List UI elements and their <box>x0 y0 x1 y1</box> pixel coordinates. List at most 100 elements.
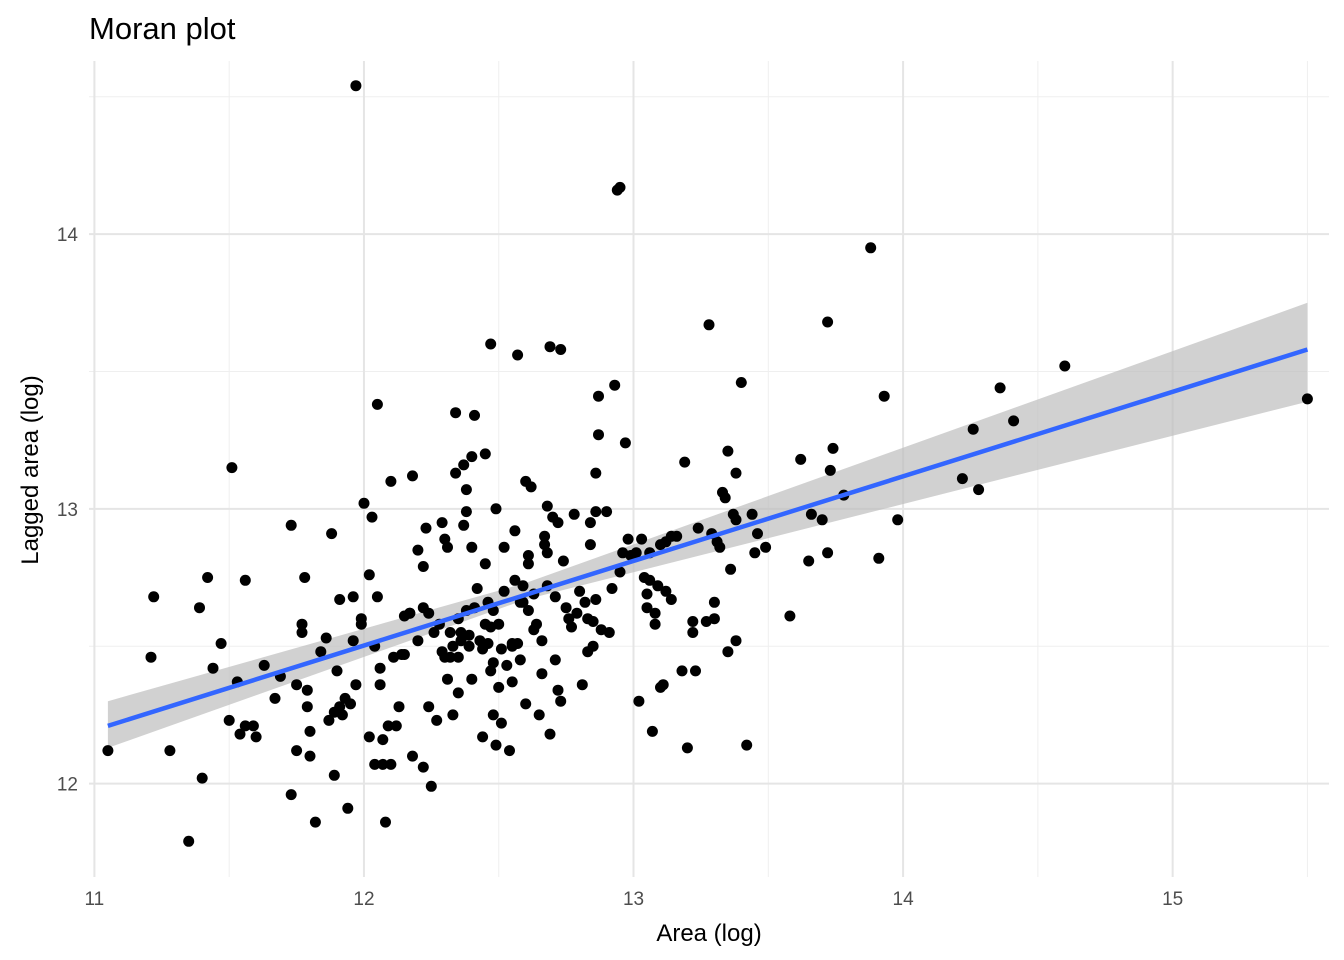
data-point <box>679 456 691 468</box>
data-point <box>784 610 796 622</box>
data-point <box>574 585 586 597</box>
data-point <box>522 550 534 561</box>
data-point <box>560 602 572 614</box>
data-point <box>296 627 308 638</box>
data-point <box>342 802 354 814</box>
data-point <box>557 555 569 567</box>
data-point <box>665 594 677 605</box>
data-point <box>636 533 648 545</box>
data-point <box>676 665 688 677</box>
data-point <box>469 409 480 421</box>
data-point <box>393 701 405 713</box>
data-point <box>380 816 391 828</box>
data-point <box>390 720 402 732</box>
data-point <box>442 541 453 553</box>
data-point <box>196 772 208 784</box>
data-point <box>331 665 343 677</box>
data-point <box>350 80 362 92</box>
data-point <box>827 442 839 454</box>
data-point <box>369 758 381 770</box>
data-point <box>425 780 437 792</box>
data-point <box>382 720 394 732</box>
x-tick-label: 15 <box>1162 889 1183 910</box>
data-point <box>584 539 596 551</box>
data-point <box>752 528 763 540</box>
data-point <box>291 745 303 757</box>
data-point <box>973 484 985 496</box>
data-point <box>490 739 502 751</box>
data-point <box>522 558 534 570</box>
x-tick-label: 11 <box>85 889 105 910</box>
data-point <box>649 618 661 630</box>
data-point <box>1301 393 1313 405</box>
data-point <box>358 497 370 509</box>
data-point <box>466 451 478 463</box>
data-point <box>412 544 424 556</box>
data-point <box>498 585 510 597</box>
data-point <box>539 530 551 542</box>
data-point <box>590 506 602 518</box>
data-point <box>824 464 836 476</box>
data-point <box>760 541 772 553</box>
data-point <box>447 709 459 721</box>
data-point <box>730 514 742 526</box>
data-point <box>285 789 297 801</box>
data-point <box>285 519 297 531</box>
data-point <box>444 651 456 663</box>
data-point <box>412 635 424 647</box>
data-point <box>336 709 348 721</box>
data-point <box>299 572 311 583</box>
data-point <box>956 473 968 485</box>
data-point <box>587 640 599 652</box>
data-point <box>447 640 459 652</box>
data-point <box>514 654 526 666</box>
data-point <box>385 475 397 487</box>
data-point <box>671 530 683 542</box>
data-point <box>479 558 491 570</box>
y-axis-ticks: 12 13 14 <box>57 225 79 795</box>
data-point <box>531 618 542 630</box>
data-point <box>536 668 548 680</box>
data-point <box>495 643 507 655</box>
data-point <box>509 525 521 537</box>
data-point <box>1008 415 1020 427</box>
data-point <box>644 574 656 586</box>
data-point <box>498 541 510 553</box>
data-point <box>145 651 157 663</box>
data-point <box>730 635 742 647</box>
data-point <box>458 519 470 531</box>
data-point <box>334 594 346 605</box>
data-point <box>730 467 742 479</box>
data-point <box>363 731 375 743</box>
y-tick-label: 12 <box>57 775 78 796</box>
data-point <box>234 728 246 740</box>
data-point <box>304 725 316 737</box>
data-point <box>719 492 731 504</box>
data-point <box>504 745 515 757</box>
data-point <box>304 750 316 762</box>
data-point <box>207 662 219 674</box>
data-point <box>202 572 214 583</box>
data-point <box>239 574 251 586</box>
data-point <box>649 607 661 619</box>
data-point <box>803 555 815 567</box>
data-point <box>258 659 270 671</box>
data-point <box>102 745 114 757</box>
data-point <box>291 679 303 691</box>
data-point <box>423 701 435 713</box>
data-point <box>512 638 524 649</box>
data-point <box>501 659 513 671</box>
data-point <box>878 390 890 402</box>
data-point <box>452 651 464 663</box>
y-axis-title: Lagged area (log) <box>17 375 44 564</box>
data-point <box>460 484 472 496</box>
data-point <box>407 750 418 762</box>
data-point <box>320 632 332 644</box>
data-point <box>493 681 505 693</box>
data-point <box>601 506 613 518</box>
data-point <box>687 616 699 627</box>
x-tick-label: 13 <box>623 889 644 910</box>
data-point <box>404 607 416 619</box>
data-point <box>746 508 758 520</box>
data-point <box>603 627 615 638</box>
